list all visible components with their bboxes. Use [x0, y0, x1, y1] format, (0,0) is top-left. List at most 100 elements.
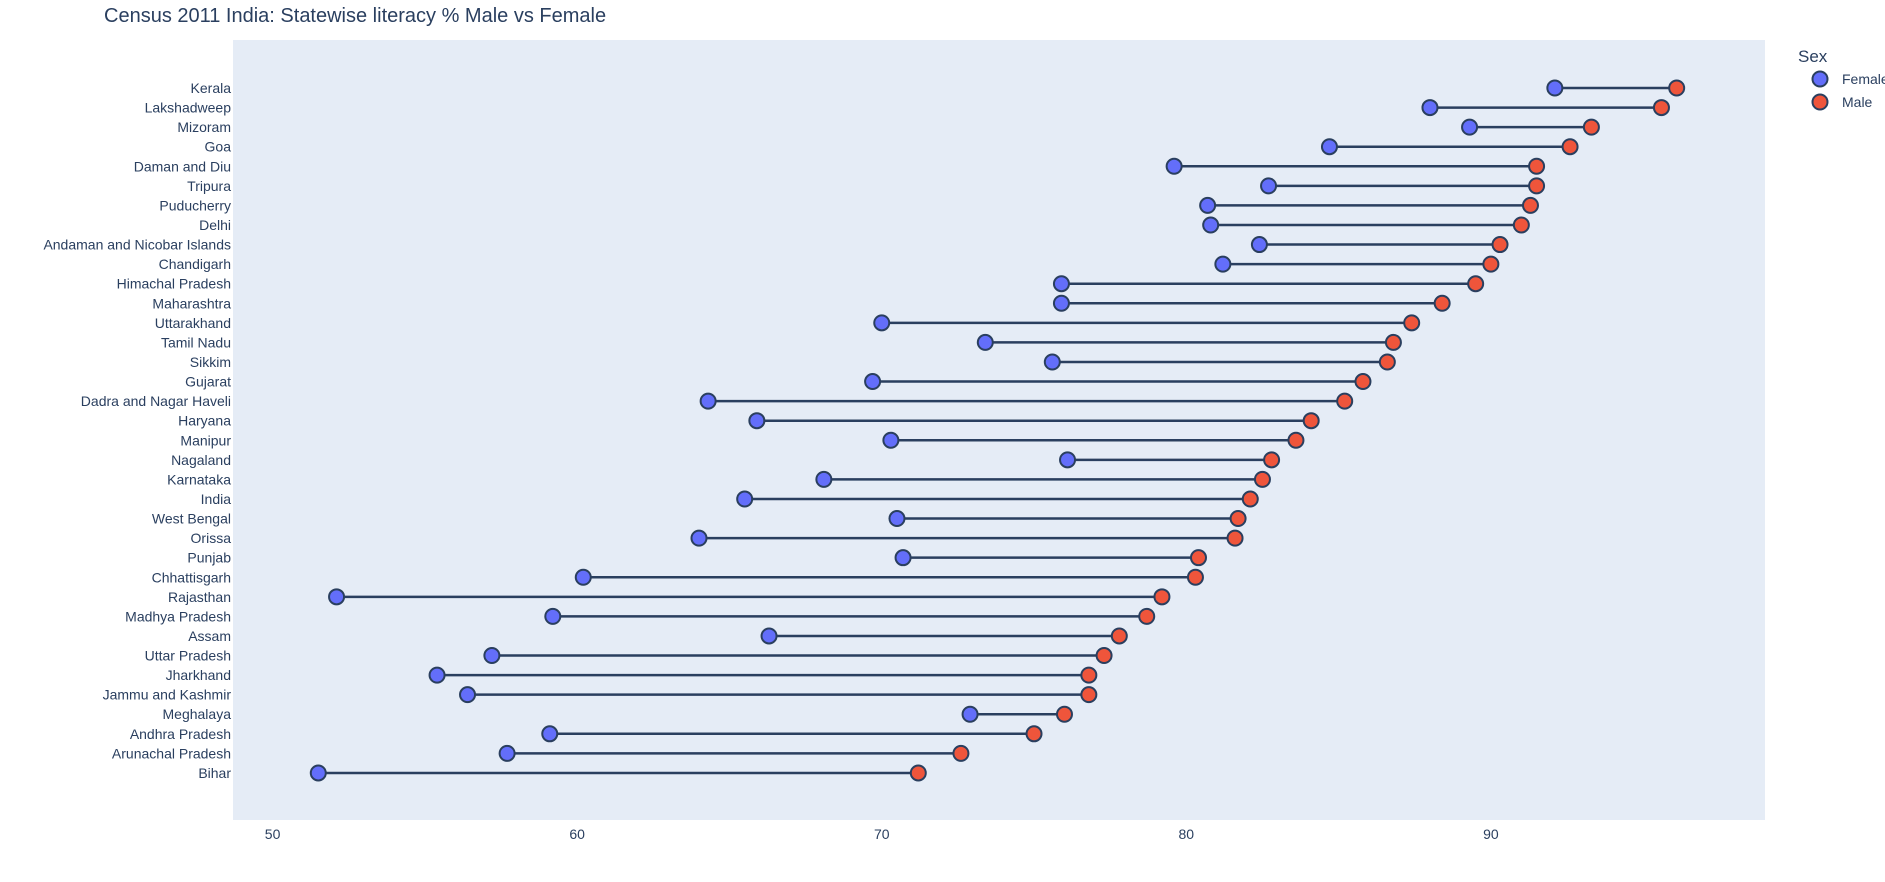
point-male-lakshadweep[interactable] [1652, 99, 1670, 117]
point-male-nagaland[interactable] [1263, 451, 1281, 469]
point-female-andaman-and-nicobar-islands[interactable] [1250, 236, 1268, 254]
point-female-gujarat[interactable] [864, 373, 882, 391]
legend-label-male[interactable]: Male [1842, 94, 1873, 110]
point-male-jharkhand[interactable] [1080, 666, 1098, 684]
point-male-punjab[interactable] [1189, 549, 1207, 567]
point-female-maharashtra[interactable] [1052, 294, 1070, 312]
point-male-orissa[interactable] [1226, 529, 1244, 547]
y-tick-label: Tripura [187, 178, 231, 194]
point-male-rajasthan[interactable] [1153, 588, 1171, 606]
point-male-dadra-and-nagar-haveli[interactable] [1336, 392, 1354, 410]
y-tick-label: Chandigarh [159, 256, 231, 272]
legend-marker-male[interactable] [1811, 93, 1829, 111]
plot-area [233, 40, 1765, 820]
point-female-puducherry[interactable] [1199, 196, 1217, 214]
y-tick-label: West Bengal [152, 511, 231, 527]
y-tick-label: Haryana [178, 413, 231, 429]
point-male-assam[interactable] [1110, 627, 1128, 645]
point-male-uttarakhand[interactable] [1403, 314, 1421, 332]
point-male-bihar[interactable] [909, 764, 927, 782]
point-female-india[interactable] [736, 490, 754, 508]
point-male-haryana[interactable] [1302, 412, 1320, 430]
y-tick-label: Manipur [180, 432, 231, 448]
point-female-kerala[interactable] [1546, 79, 1564, 97]
point-male-madhya-pradesh[interactable] [1138, 607, 1156, 625]
point-female-west-bengal[interactable] [888, 510, 906, 528]
point-female-meghalaya[interactable] [961, 705, 979, 723]
point-male-mizoram[interactable] [1582, 118, 1600, 136]
point-male-uttar-pradesh[interactable] [1095, 647, 1113, 665]
point-female-assam[interactable] [760, 627, 778, 645]
point-female-nagaland[interactable] [1059, 451, 1077, 469]
point-female-lakshadweep[interactable] [1421, 99, 1439, 117]
y-tick-label: Uttar Pradesh [145, 648, 231, 664]
point-female-mizoram[interactable] [1461, 118, 1479, 136]
point-female-manipur[interactable] [882, 431, 900, 449]
point-female-goa[interactable] [1320, 138, 1338, 156]
y-tick-label: Dadra and Nagar Haveli [81, 393, 231, 409]
point-female-haryana[interactable] [748, 412, 766, 430]
point-female-punjab[interactable] [894, 549, 912, 567]
point-female-chandigarh[interactable] [1214, 255, 1232, 273]
point-male-meghalaya[interactable] [1055, 705, 1073, 723]
point-female-tripura[interactable] [1260, 177, 1278, 195]
point-male-jammu-and-kashmir[interactable] [1080, 686, 1098, 704]
point-female-rajasthan[interactable] [328, 588, 346, 606]
point-male-goa[interactable] [1561, 138, 1579, 156]
point-female-jammu-and-kashmir[interactable] [459, 686, 477, 704]
legend[interactable]: Sex Female Male [1798, 47, 1885, 111]
point-male-chhattisgarh[interactable] [1186, 568, 1204, 586]
point-male-chandigarh[interactable] [1482, 255, 1500, 273]
point-female-uttar-pradesh[interactable] [483, 647, 501, 665]
point-male-tamil-nadu[interactable] [1384, 333, 1402, 351]
point-female-arunachal-pradesh[interactable] [498, 744, 516, 762]
point-male-manipur[interactable] [1287, 431, 1305, 449]
point-male-karnataka[interactable] [1253, 470, 1271, 488]
point-female-uttarakhand[interactable] [873, 314, 891, 332]
point-female-daman-and-diu[interactable] [1165, 157, 1183, 175]
point-female-chhattisgarh[interactable] [574, 568, 592, 586]
point-female-orissa[interactable] [690, 529, 708, 547]
point-female-dadra-and-nagar-haveli[interactable] [699, 392, 717, 410]
y-tick-label: Jharkhand [166, 667, 231, 683]
point-male-tripura[interactable] [1528, 177, 1546, 195]
y-tick-label: Mizoram [177, 119, 231, 135]
y-tick-label: India [201, 491, 232, 507]
y-tick-label: Tamil Nadu [161, 334, 231, 350]
y-tick-label: Andhra Pradesh [130, 726, 231, 742]
point-female-himachal-pradesh[interactable] [1052, 275, 1070, 293]
point-female-madhya-pradesh[interactable] [544, 607, 562, 625]
point-male-andhra-pradesh[interactable] [1025, 725, 1043, 743]
y-tick-label: Lakshadweep [145, 100, 232, 116]
point-female-tamil-nadu[interactable] [976, 333, 994, 351]
legend-title: Sex [1798, 47, 1828, 66]
point-male-puducherry[interactable] [1521, 196, 1539, 214]
point-male-india[interactable] [1241, 490, 1259, 508]
point-male-west-bengal[interactable] [1229, 510, 1247, 528]
point-male-arunachal-pradesh[interactable] [952, 744, 970, 762]
y-tick-label: Maharashtra [152, 295, 231, 311]
x-tick-label: 50 [265, 826, 281, 842]
point-female-jharkhand[interactable] [428, 666, 446, 684]
point-male-andaman-and-nicobar-islands[interactable] [1491, 236, 1509, 254]
point-male-sikkim[interactable] [1378, 353, 1396, 371]
point-male-himachal-pradesh[interactable] [1467, 275, 1485, 293]
y-tick-label: Chhattisgarh [152, 569, 231, 585]
point-male-kerala[interactable] [1668, 79, 1686, 97]
point-female-bihar[interactable] [309, 764, 327, 782]
point-female-karnataka[interactable] [815, 470, 833, 488]
point-male-daman-and-diu[interactable] [1528, 157, 1546, 175]
legend-marker-female[interactable] [1811, 70, 1829, 88]
point-female-andhra-pradesh[interactable] [541, 725, 559, 743]
point-female-delhi[interactable] [1202, 216, 1220, 234]
y-tick-label: Andaman and Nicobar Islands [43, 237, 231, 253]
y-tick-label: Daman and Diu [134, 158, 231, 174]
x-tick-label: 70 [874, 826, 890, 842]
y-tick-label: Arunachal Pradesh [112, 745, 231, 761]
point-female-sikkim[interactable] [1043, 353, 1061, 371]
legend-label-female[interactable]: Female [1842, 71, 1885, 87]
point-male-maharashtra[interactable] [1433, 294, 1451, 312]
point-male-delhi[interactable] [1512, 216, 1530, 234]
point-male-gujarat[interactable] [1354, 373, 1372, 391]
y-tick-label: Uttarakhand [155, 315, 231, 331]
